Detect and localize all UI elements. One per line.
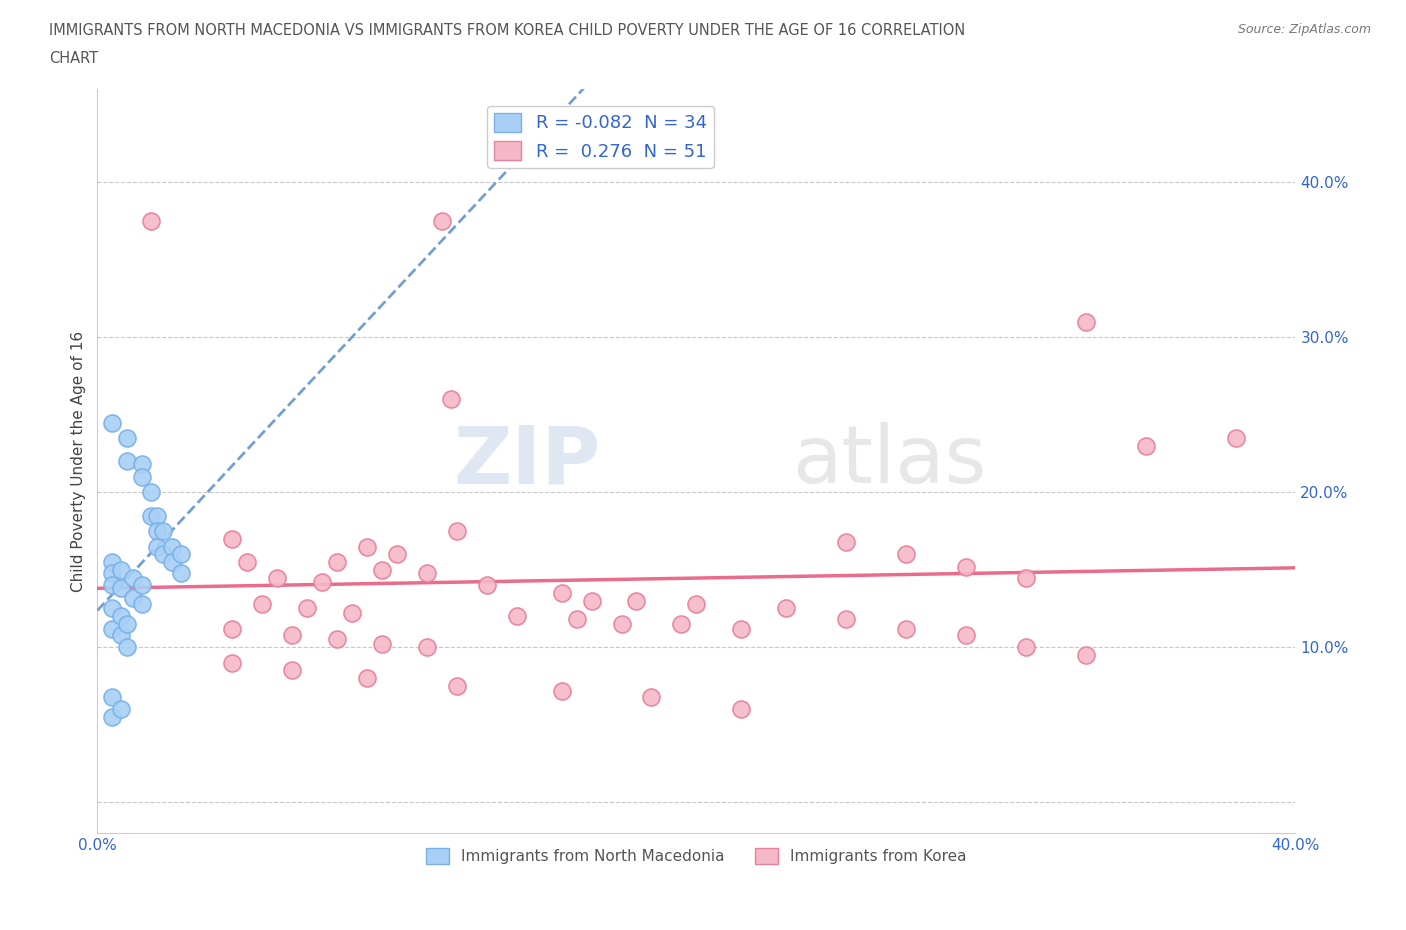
Point xyxy=(640,689,662,704)
Point xyxy=(626,593,648,608)
Point xyxy=(101,601,124,616)
Point xyxy=(170,547,193,562)
Point xyxy=(117,454,139,469)
Point xyxy=(416,565,439,580)
Point xyxy=(440,392,463,406)
Point xyxy=(131,457,153,472)
Point xyxy=(110,563,132,578)
Text: Source: ZipAtlas.com: Source: ZipAtlas.com xyxy=(1237,23,1371,36)
Point xyxy=(356,671,378,685)
Point xyxy=(1015,640,1038,655)
Point xyxy=(730,621,752,636)
Point xyxy=(835,612,858,627)
Point xyxy=(340,605,363,620)
Point xyxy=(117,617,139,631)
Point xyxy=(170,565,193,580)
Point xyxy=(565,612,588,627)
Point xyxy=(160,554,183,569)
Point xyxy=(416,640,439,655)
Point xyxy=(101,710,124,724)
Point xyxy=(671,617,693,631)
Text: atlas: atlas xyxy=(792,422,987,500)
Point xyxy=(131,470,153,485)
Point xyxy=(110,702,132,717)
Point xyxy=(1135,438,1157,453)
Point xyxy=(326,632,349,647)
Point xyxy=(955,628,977,643)
Point xyxy=(250,596,273,611)
Point xyxy=(295,601,318,616)
Point xyxy=(152,547,174,562)
Point xyxy=(894,621,917,636)
Point xyxy=(122,570,145,585)
Point xyxy=(326,554,349,569)
Point xyxy=(955,559,977,574)
Point xyxy=(446,524,468,538)
Point xyxy=(1015,570,1038,585)
Point xyxy=(356,539,378,554)
Point xyxy=(152,524,174,538)
Point xyxy=(430,214,453,229)
Point xyxy=(446,679,468,694)
Point xyxy=(101,415,124,430)
Y-axis label: Child Poverty Under the Age of 16: Child Poverty Under the Age of 16 xyxy=(72,331,86,591)
Point xyxy=(146,524,169,538)
Point xyxy=(311,575,333,590)
Point xyxy=(101,578,124,592)
Text: ZIP: ZIP xyxy=(453,422,600,500)
Point xyxy=(475,578,498,592)
Point xyxy=(110,609,132,624)
Point xyxy=(101,565,124,580)
Point xyxy=(141,214,163,229)
Text: CHART: CHART xyxy=(49,51,98,66)
Point xyxy=(146,508,169,523)
Point xyxy=(131,596,153,611)
Point xyxy=(141,508,163,523)
Point xyxy=(835,535,858,550)
Point xyxy=(101,689,124,704)
Point xyxy=(146,539,169,554)
Point xyxy=(1074,647,1097,662)
Point xyxy=(122,591,145,605)
Point xyxy=(141,485,163,499)
Point xyxy=(110,581,132,596)
Point xyxy=(1074,314,1097,329)
Point xyxy=(730,702,752,717)
Point xyxy=(221,656,243,671)
Point xyxy=(775,601,797,616)
Point xyxy=(101,554,124,569)
Point xyxy=(101,621,124,636)
Point xyxy=(1225,431,1247,445)
Point xyxy=(160,539,183,554)
Point xyxy=(131,578,153,592)
Point xyxy=(581,593,603,608)
Point xyxy=(281,663,304,678)
Text: IMMIGRANTS FROM NORTH MACEDONIA VS IMMIGRANTS FROM KOREA CHILD POVERTY UNDER THE: IMMIGRANTS FROM NORTH MACEDONIA VS IMMIG… xyxy=(49,23,966,38)
Point xyxy=(371,563,394,578)
Point xyxy=(505,609,527,624)
Point xyxy=(610,617,633,631)
Point xyxy=(221,621,243,636)
Point xyxy=(550,684,572,698)
Point xyxy=(117,640,139,655)
Point xyxy=(894,547,917,562)
Point xyxy=(281,628,304,643)
Legend: Immigrants from North Macedonia, Immigrants from Korea: Immigrants from North Macedonia, Immigra… xyxy=(420,842,973,870)
Point xyxy=(685,596,707,611)
Point xyxy=(117,431,139,445)
Point xyxy=(236,554,259,569)
Point xyxy=(550,586,572,601)
Point xyxy=(110,628,132,643)
Point xyxy=(221,531,243,546)
Point xyxy=(385,547,408,562)
Point xyxy=(266,570,288,585)
Point xyxy=(371,637,394,652)
